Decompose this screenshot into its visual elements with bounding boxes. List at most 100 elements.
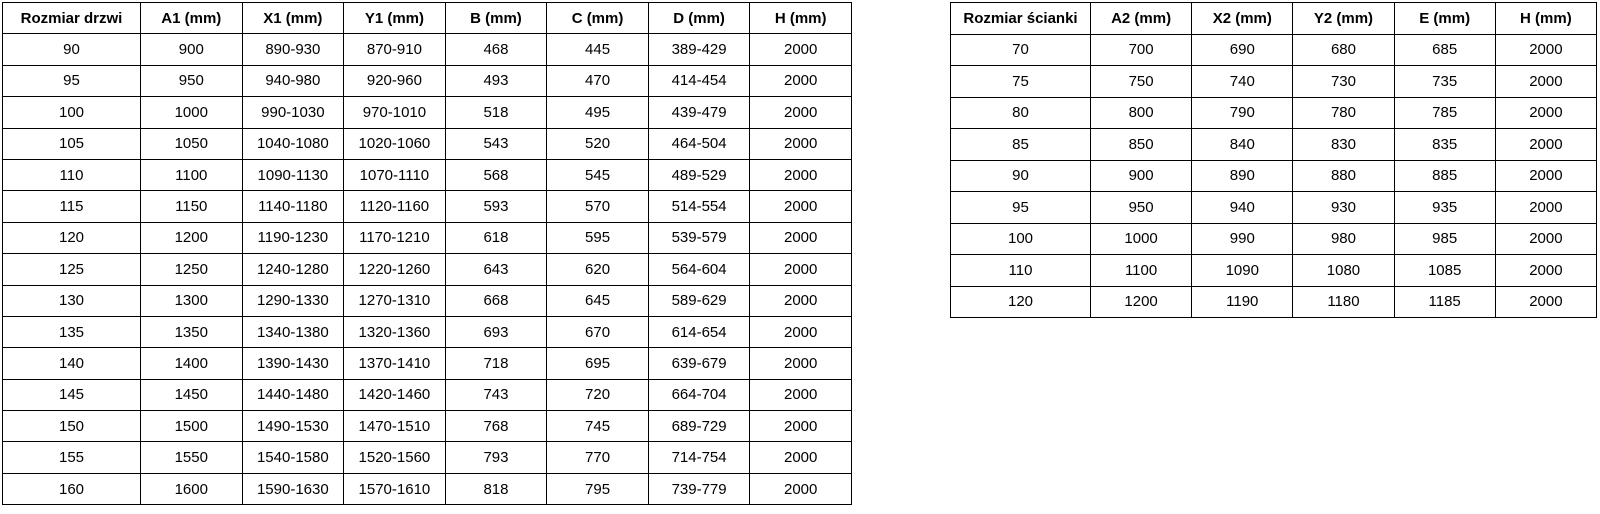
table-cell: 1440-1480 xyxy=(241,378,345,412)
table-cell: 95 xyxy=(950,191,1091,224)
header-row: Rozmiar drzwi A1 (mm) X1 (mm) Y1 (mm) B (mm)… xyxy=(2,1,852,35)
table-row: 135 1350 1340-1380 1320-1360 693 670 614-654 20… xyxy=(2,315,852,349)
table-cell: 1100 xyxy=(140,158,243,192)
table-cell: 2000 xyxy=(749,315,852,349)
table-cell: 90 xyxy=(950,159,1091,192)
table-cell: 668 xyxy=(444,284,548,317)
table-cell: 85 xyxy=(950,128,1091,161)
table-cell: 1250 xyxy=(140,253,243,286)
table-cell: 2000 xyxy=(749,441,852,474)
table-cell: 150 xyxy=(2,410,141,443)
table-cell: 564-604 xyxy=(647,253,751,286)
table-cell: 830 xyxy=(1292,128,1395,161)
table-cell: 1200 xyxy=(1089,285,1193,318)
table-cell: 885 xyxy=(1393,159,1496,192)
table-row: 90 900 890-930 870-910 468 445 389-429 2000 xyxy=(2,33,852,66)
table-cell: 539-579 xyxy=(647,221,751,255)
table-cell: 940-980 xyxy=(241,64,345,98)
table-cell: 818 xyxy=(444,472,548,506)
table-cell: 1450 xyxy=(140,378,243,412)
table-cell: 750 xyxy=(1089,65,1193,98)
table-row: 70 700 690 680 685 2000 xyxy=(950,33,1598,66)
header-row: Rozmiar ścianki A2 (mm) X2 (mm) Y2 (mm) E (m… xyxy=(950,2,1598,35)
column-header: Rozmiar ścianki xyxy=(950,2,1091,35)
table-cell: 2000 xyxy=(1494,222,1598,255)
table-row: 140 1400 1390-1430 1370-1410 718 695 639-679 20… xyxy=(2,347,852,380)
table-cell: 2000 xyxy=(749,33,852,66)
table-cell: 520 xyxy=(546,127,649,160)
table-cell: 670 xyxy=(546,315,649,349)
table-cell: 1290-1330 xyxy=(241,284,345,317)
table-cell: 1190-1230 xyxy=(241,221,345,255)
table-cell: 514-554 xyxy=(647,190,751,223)
column-header: A1 (mm) xyxy=(140,1,243,35)
table-cell: 1080 xyxy=(1292,254,1395,287)
table-cell: 2000 xyxy=(1494,128,1598,161)
table-cell: 720 xyxy=(546,378,649,412)
table-cell: 570 xyxy=(546,190,649,223)
table-cell: 2000 xyxy=(749,378,852,412)
table-cell: 689-729 xyxy=(647,410,751,443)
table-cell: 645 xyxy=(546,284,649,317)
table-row: 100 1000 990-1030 970-1010 518 495 439-479 2000 xyxy=(2,96,852,129)
table-cell: 730 xyxy=(1292,65,1395,98)
table-row: 130 1300 1290-1330 1270-1310 668 645 589-629 20… xyxy=(2,284,852,317)
table-cell: 90 xyxy=(2,33,141,66)
table-cell: 414-454 xyxy=(647,64,751,98)
table-cell: 1550 xyxy=(140,441,243,474)
table-cell: 690 xyxy=(1191,33,1294,66)
table-cell: 1200 xyxy=(140,221,243,255)
table-cell: 468 xyxy=(444,33,548,66)
table-cell: 620 xyxy=(546,253,649,286)
table-cell: 2000 xyxy=(749,158,852,192)
table-cell: 900 xyxy=(140,33,243,66)
table-cell: 740 xyxy=(1191,65,1294,98)
table-cell: 1170-1210 xyxy=(343,221,446,255)
table-cell: 718 xyxy=(444,347,548,380)
column-header: B (mm) xyxy=(444,1,548,35)
table-cell: 1090 xyxy=(1191,254,1294,287)
table-cell: 880 xyxy=(1292,159,1395,192)
table-cell: 840 xyxy=(1191,128,1294,161)
table-cell: 110 xyxy=(950,254,1091,287)
table-cell: 2000 xyxy=(749,472,852,506)
table-cell: 160 xyxy=(2,472,141,506)
table-cell: 735 xyxy=(1393,65,1496,98)
table-cell: 1185 xyxy=(1393,285,1496,318)
table-cell: 135 xyxy=(2,315,141,349)
table-cell: 1570-1610 xyxy=(343,472,446,506)
column-header: Y2 (mm) xyxy=(1292,2,1395,35)
table-row: 105 1050 1040-1080 1020-1060 543 520 464-504 20… xyxy=(2,127,852,160)
table-cell: 990 xyxy=(1191,222,1294,255)
column-header: X2 (mm) xyxy=(1191,2,1294,35)
table-cell: 2000 xyxy=(1494,285,1598,318)
table-cell: 2000 xyxy=(1494,191,1598,224)
table-cell: 2000 xyxy=(749,64,852,98)
table-cell: 2000 xyxy=(1494,65,1598,98)
table-cell: 543 xyxy=(444,127,548,160)
table-cell: 980 xyxy=(1292,222,1395,255)
table-cell: 790 xyxy=(1191,96,1294,129)
table-cell: 389-429 xyxy=(647,33,751,66)
table-row: 80 800 790 780 785 2000 xyxy=(950,96,1598,129)
table-row: 120 1200 1190-1230 1170-1210 618 595 539-579 20… xyxy=(2,221,852,255)
table-row: 150 1500 1490-1530 1470-1510 768 745 689-729 20… xyxy=(2,410,852,443)
table-cell: 95 xyxy=(2,64,141,98)
table-cell: 745 xyxy=(546,410,649,443)
table-cell: 1000 xyxy=(1089,222,1193,255)
table-cell: 1350 xyxy=(140,315,243,349)
table-cell: 1600 xyxy=(140,472,243,506)
table-cell: 870-910 xyxy=(343,33,446,66)
table-cell: 2000 xyxy=(749,190,852,223)
table-cell: 110 xyxy=(2,158,141,192)
table-cell: 495 xyxy=(546,96,649,129)
table-cell: 2000 xyxy=(749,410,852,443)
table-cell: 100 xyxy=(950,222,1091,255)
table-cell: 1180 xyxy=(1292,285,1395,318)
table-cell: 768 xyxy=(444,410,548,443)
column-header: Y1 (mm) xyxy=(343,1,446,35)
column-header: C (mm) xyxy=(546,1,649,35)
table-row: 85 850 840 830 835 2000 xyxy=(950,128,1598,161)
table-cell: 1370-1410 xyxy=(343,347,446,380)
column-header: E (mm) xyxy=(1393,2,1496,35)
